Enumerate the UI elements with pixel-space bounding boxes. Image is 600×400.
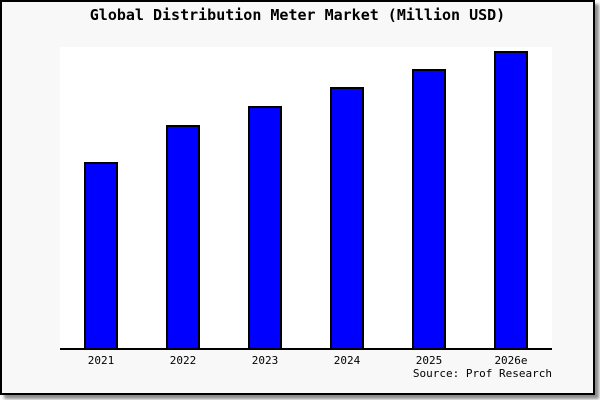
- x-tick-label-2026e: 2026e: [494, 354, 528, 367]
- bar-2021: [84, 162, 118, 348]
- x-tick-label-2021: 2021: [87, 354, 115, 367]
- x-tick-label-2023: 2023: [251, 354, 279, 367]
- chart-frame: Global Distribution Meter Market (Millio…: [0, 0, 595, 395]
- bar-2023: [248, 106, 282, 348]
- bar-2026e: [494, 51, 528, 348]
- plot-area: [60, 47, 552, 350]
- x-axis-labels: 2021 2022 2023 2024 2025 2026e: [60, 354, 552, 368]
- bar-2022: [166, 125, 200, 348]
- x-tick-label-2025: 2025: [415, 354, 443, 367]
- chart-title: Global Distribution Meter Market (Millio…: [89, 6, 506, 24]
- x-tick-label-2022: 2022: [169, 354, 197, 367]
- bar-2024: [330, 87, 364, 348]
- bar-2025: [412, 69, 446, 348]
- x-tick-label-2024: 2024: [333, 354, 361, 367]
- source-note: Source: Prof Research: [412, 367, 552, 380]
